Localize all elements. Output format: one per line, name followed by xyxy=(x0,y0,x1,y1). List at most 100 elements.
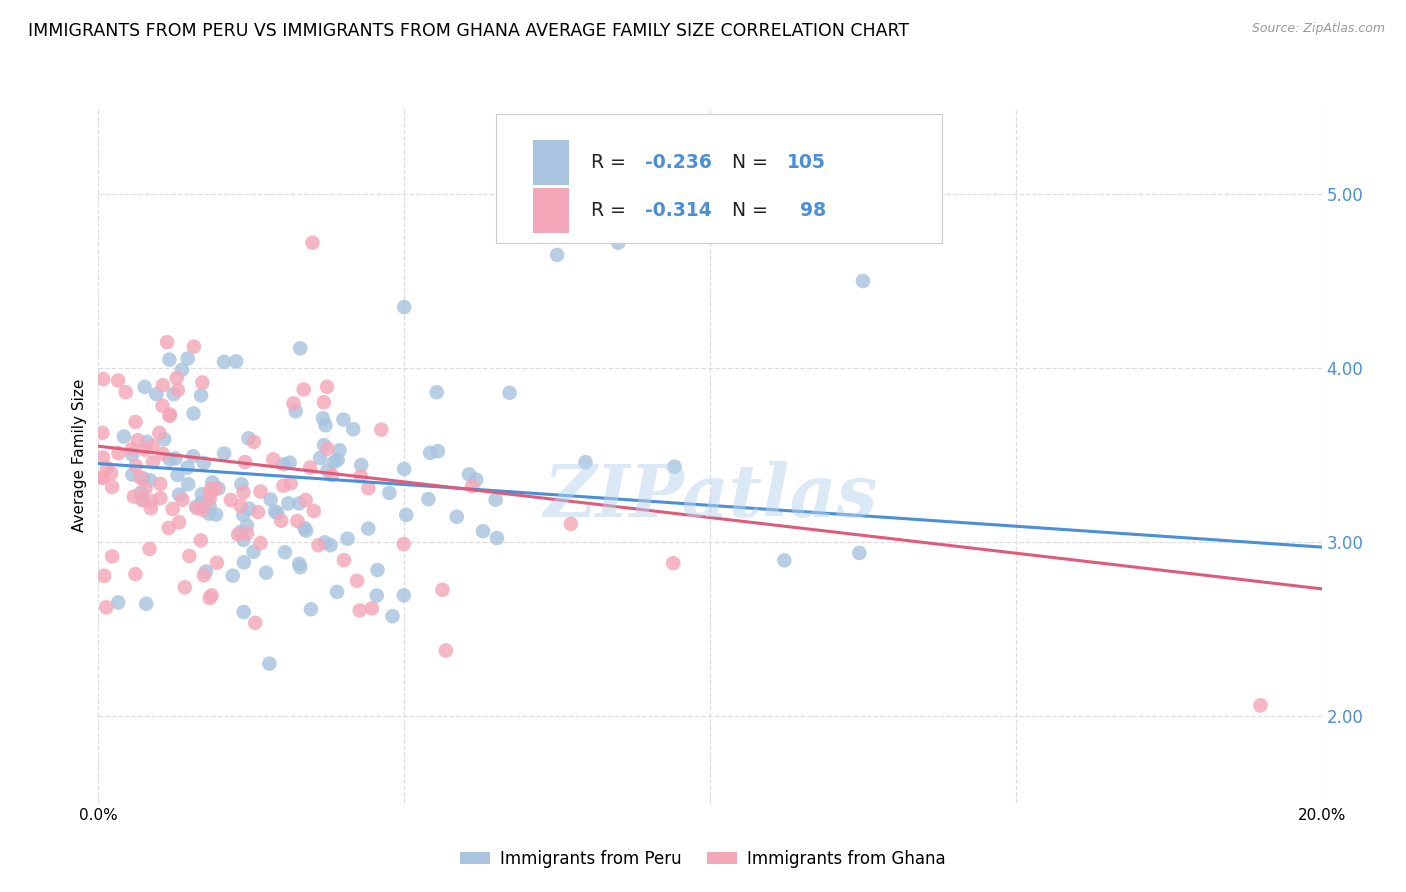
Point xyxy=(142,455,165,469)
Point xyxy=(222,568,245,582)
Point xyxy=(193,568,215,582)
Point xyxy=(152,378,174,392)
Point xyxy=(101,549,124,564)
Point xyxy=(91,470,114,484)
Point xyxy=(101,480,124,494)
Point xyxy=(190,533,212,548)
Point xyxy=(277,496,299,510)
Point xyxy=(299,602,322,616)
Point xyxy=(231,477,253,491)
Point xyxy=(662,556,685,570)
Point xyxy=(312,411,335,425)
Point xyxy=(132,471,155,485)
Point xyxy=(159,408,181,422)
Text: Source: ZipAtlas.com: Source: ZipAtlas.com xyxy=(1251,22,1385,36)
Point xyxy=(242,545,264,559)
Point xyxy=(392,300,416,314)
Point xyxy=(200,482,222,496)
Point xyxy=(156,335,179,350)
Point xyxy=(848,546,870,560)
Point xyxy=(472,524,495,539)
Point xyxy=(458,467,481,482)
Point xyxy=(294,521,316,535)
Point xyxy=(381,609,404,624)
Point xyxy=(319,538,342,552)
Point xyxy=(134,481,156,495)
Point xyxy=(129,485,152,500)
Text: R =: R = xyxy=(592,153,633,172)
Point xyxy=(142,439,165,453)
Point xyxy=(312,395,335,409)
Point xyxy=(346,574,368,588)
Point xyxy=(129,470,152,484)
Point xyxy=(249,484,271,499)
Point xyxy=(316,442,339,456)
Point xyxy=(357,481,380,495)
Point xyxy=(162,502,184,516)
Point xyxy=(198,591,221,605)
Point xyxy=(288,496,311,510)
Point xyxy=(350,458,373,472)
Point xyxy=(323,455,346,469)
Point xyxy=(114,385,136,400)
Point xyxy=(392,537,415,551)
Point xyxy=(280,476,302,491)
Point xyxy=(122,490,145,504)
Point xyxy=(283,396,305,410)
Text: N =: N = xyxy=(733,201,773,220)
Point xyxy=(259,657,281,671)
Point xyxy=(184,500,207,514)
Point xyxy=(157,521,180,535)
Point xyxy=(229,499,252,513)
Point xyxy=(332,412,354,426)
Point xyxy=(270,514,292,528)
Point xyxy=(249,536,271,550)
Point xyxy=(294,493,316,508)
Point xyxy=(157,352,180,367)
Point xyxy=(349,603,371,617)
Point xyxy=(232,508,254,522)
Point xyxy=(100,466,122,480)
Point xyxy=(485,531,508,545)
Point xyxy=(434,643,457,657)
Point xyxy=(159,452,181,467)
Point xyxy=(238,501,260,516)
Point xyxy=(418,492,440,507)
Point xyxy=(112,429,135,443)
Point xyxy=(193,456,215,470)
Point xyxy=(314,535,336,549)
Point xyxy=(247,505,270,519)
Point xyxy=(190,388,212,402)
Point xyxy=(287,514,309,528)
Text: -0.236: -0.236 xyxy=(645,153,711,172)
Point xyxy=(177,477,200,491)
Point xyxy=(336,532,359,546)
Point xyxy=(461,479,484,493)
Point xyxy=(262,452,284,467)
Text: 98: 98 xyxy=(787,201,827,220)
Point xyxy=(183,407,205,421)
Point xyxy=(134,442,156,457)
Point xyxy=(607,235,630,250)
Text: -0.314: -0.314 xyxy=(645,201,711,220)
Point xyxy=(198,487,221,501)
Point xyxy=(93,568,115,582)
Point xyxy=(236,526,259,541)
Point xyxy=(121,442,143,457)
Point xyxy=(295,524,318,538)
Point xyxy=(181,450,204,464)
Text: ZIPatlas: ZIPatlas xyxy=(543,461,877,533)
Point xyxy=(357,522,380,536)
Point xyxy=(191,487,214,501)
Point xyxy=(274,545,297,559)
Point xyxy=(191,503,214,517)
Point xyxy=(290,341,312,355)
Point xyxy=(233,455,256,469)
Point xyxy=(121,467,143,482)
Point xyxy=(245,615,267,630)
Point xyxy=(560,516,582,531)
Point xyxy=(426,385,449,400)
Point xyxy=(321,468,343,483)
Point xyxy=(183,340,205,354)
Point xyxy=(366,589,388,603)
